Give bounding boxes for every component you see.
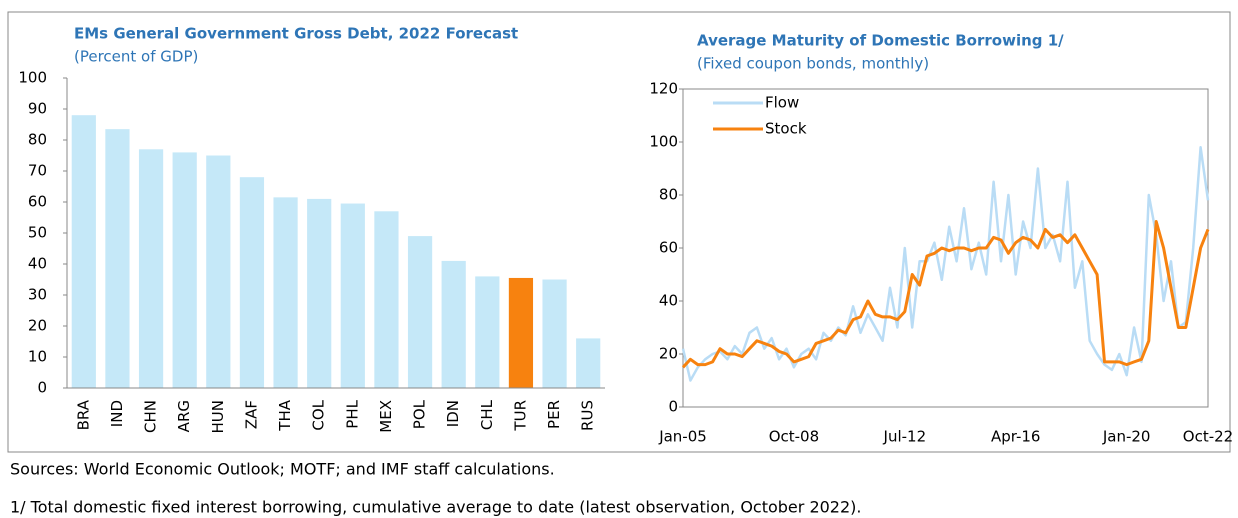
y-tick-label: 10: [28, 348, 47, 366]
bar: [340, 203, 365, 388]
y-tick-label: 50: [28, 224, 47, 242]
chart-subtitle: (Percent of GDP): [74, 48, 198, 66]
x-tick-label: RUS: [579, 400, 597, 431]
footnote: Sources: World Economic Outlook; MOTF; a…: [10, 460, 555, 479]
bar: [508, 277, 534, 388]
y-tick-label: 70: [28, 162, 47, 180]
x-tick-label: MEX: [377, 400, 395, 433]
x-tick-label: IDN: [444, 400, 462, 427]
x-tick-label: Jan-20: [1102, 428, 1151, 446]
bar: [172, 152, 197, 388]
x-tick-label: ZAF: [242, 400, 260, 429]
bar: [138, 149, 164, 388]
chart-title: Average Maturity of Domestic Borrowing 1…: [697, 32, 1064, 50]
x-tick-label: ARG: [175, 400, 193, 432]
y-tick-label: 20: [28, 317, 47, 335]
plot-frame: [682, 88, 1209, 408]
chart-subtitle: (Fixed coupon bonds, monthly): [697, 55, 929, 73]
x-tick-label: COL: [310, 399, 328, 430]
y-tick-label: 30: [28, 286, 47, 304]
bar: [273, 197, 298, 388]
y-tick-label: 40: [28, 255, 47, 273]
x-tick-label: Apr-16: [991, 428, 1041, 446]
y-tick-label: 80: [28, 131, 47, 149]
x-tick-label: Oct-08: [769, 428, 819, 446]
bar: [475, 276, 500, 388]
x-tick-label: Oct-22: [1183, 428, 1233, 446]
y-tick-label: 100: [649, 133, 678, 151]
bar: [105, 129, 130, 388]
x-tick-label: Jan-05: [658, 428, 707, 446]
y-tick-label: 0: [668, 398, 678, 416]
x-tick-label: PER: [545, 400, 563, 429]
x-tick-label: HUN: [209, 400, 227, 433]
y-tick-label: 0: [37, 379, 47, 397]
y-tick-label: 120: [649, 80, 678, 98]
x-tick-label: CHL: [478, 399, 496, 430]
x-tick-label: PHL: [343, 399, 361, 428]
line-series: [681, 220, 1210, 369]
legend-label: Flow: [765, 94, 799, 112]
bar: [307, 198, 332, 388]
bar: [239, 177, 265, 388]
bar: [542, 279, 567, 388]
y-tick-label: 100: [18, 69, 47, 87]
x-tick-label: POL: [411, 399, 429, 429]
chart-title: EMs General Government Gross Debt, 2022 …: [74, 25, 518, 43]
bar: [407, 236, 433, 388]
bar: [441, 260, 466, 388]
bar: [71, 115, 96, 388]
x-tick-label: TUR: [511, 400, 529, 432]
x-tick-label: THA: [276, 399, 294, 431]
bar: [576, 338, 601, 388]
legend-label: Stock: [765, 120, 807, 138]
y-tick-label: 60: [659, 239, 678, 257]
x-tick-label: BRA: [74, 399, 92, 430]
y-tick-label: 80: [659, 186, 678, 204]
footnote: 1/ Total domestic fixed interest borrowi…: [10, 498, 861, 517]
bar: [374, 211, 399, 388]
x-tick-label: Jul-12: [883, 428, 927, 446]
y-tick-label: 40: [659, 292, 678, 310]
y-tick-label: 20: [659, 345, 678, 363]
y-tick-label: 90: [28, 100, 47, 118]
x-tick-label: IND: [108, 400, 126, 427]
y-tick-label: 60: [28, 193, 47, 211]
line-series: [681, 146, 1210, 382]
frame: [7, 11, 1231, 453]
bar: [206, 155, 231, 388]
x-tick-label: CHN: [142, 400, 160, 433]
